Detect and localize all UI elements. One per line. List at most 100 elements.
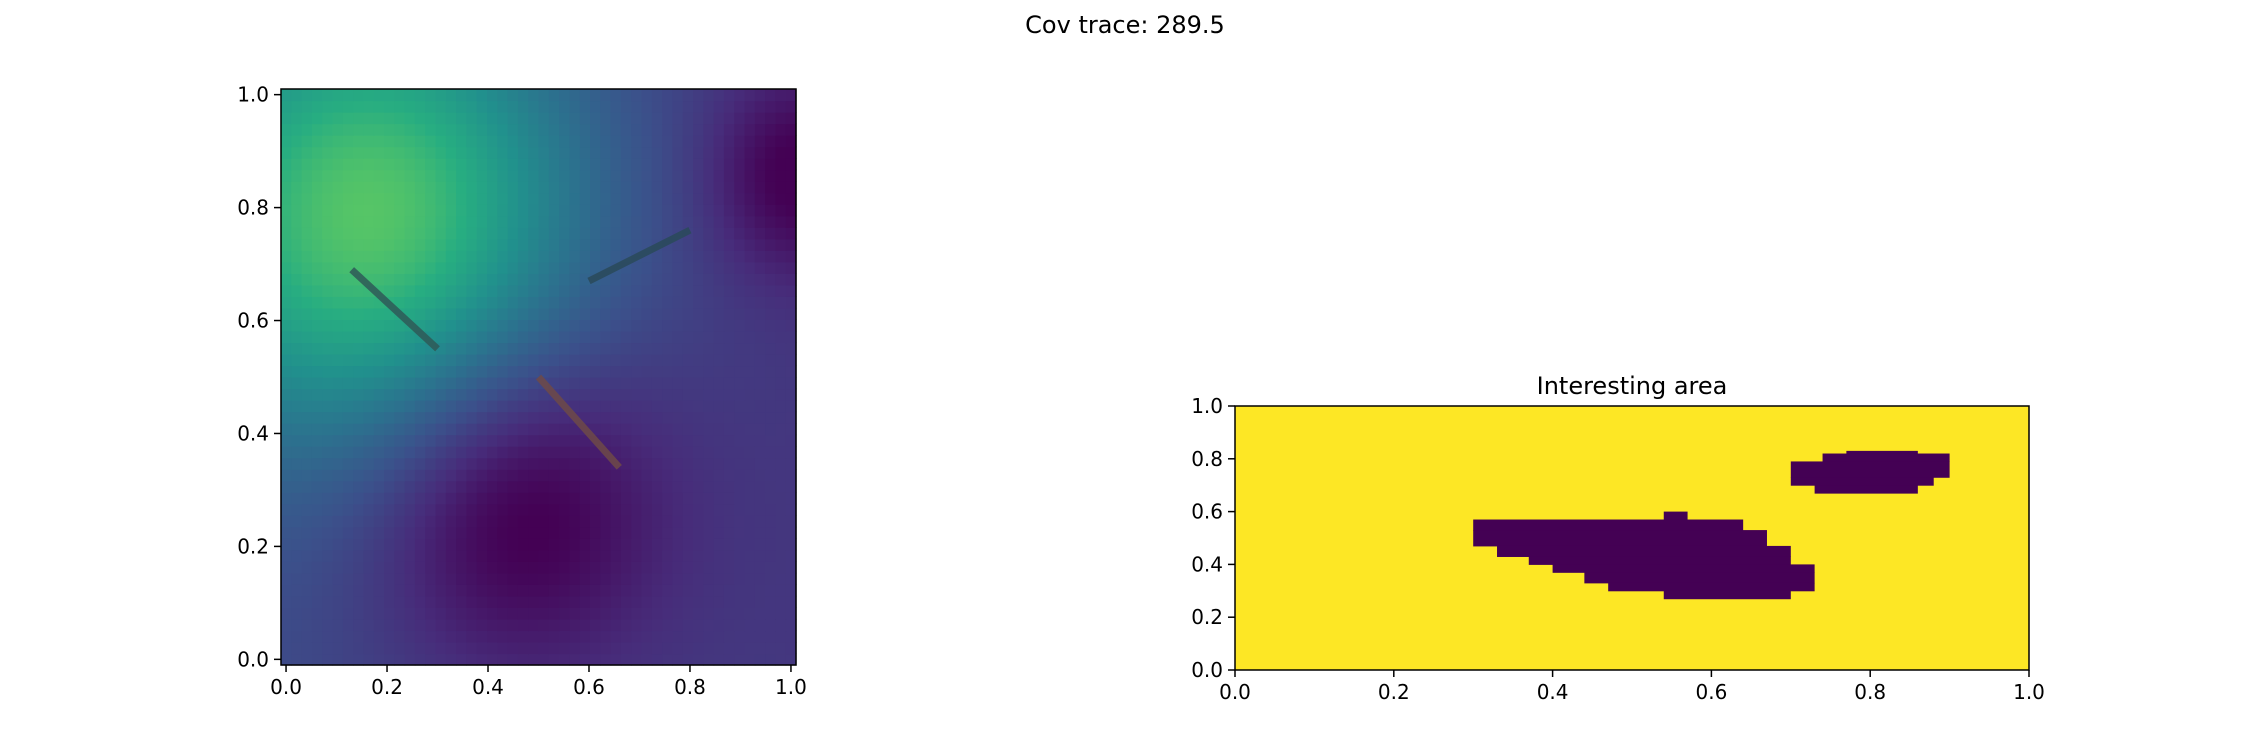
- heatmap-cell: [744, 480, 756, 493]
- heatmap-cell: [373, 641, 385, 655]
- heatmap-cell: [507, 503, 519, 516]
- heatmap-cell: [394, 273, 406, 286]
- heatmap-cell: [414, 423, 426, 436]
- heatmap-cell: [559, 538, 570, 551]
- heatmap-cell: [651, 446, 663, 459]
- heatmap-cell: [425, 169, 437, 182]
- heatmap-cell: [785, 135, 797, 148]
- heatmap-cell: [693, 526, 704, 539]
- heatmap-cell: [548, 457, 560, 470]
- heatmap-cell: [672, 653, 684, 666]
- heatmap-cell: [579, 181, 591, 194]
- heatmap-cell: [559, 434, 570, 447]
- heatmap-cell: [384, 365, 395, 378]
- heatmap-cell: [332, 169, 344, 182]
- heatmap-cell: [651, 561, 663, 574]
- heatmap-cell: [487, 561, 498, 574]
- heatmap-cell: [569, 526, 581, 539]
- heatmap-cell: [353, 503, 364, 516]
- heatmap-cell: [373, 169, 385, 182]
- heatmap-cell: [538, 169, 550, 182]
- heatmap-cell: [456, 181, 467, 194]
- heatmap-cell: [394, 400, 406, 413]
- heatmap-cell: [693, 284, 704, 297]
- heatmap-cell: [765, 400, 776, 413]
- heatmap-cell: [579, 169, 591, 182]
- heatmap-cell: [497, 411, 509, 424]
- heatmap-cell: [291, 653, 303, 666]
- heatmap-cell: [569, 480, 581, 493]
- heatmap-cell: [610, 538, 622, 551]
- heatmap-cell: [311, 480, 323, 493]
- heatmap-cell: [734, 457, 746, 470]
- heatmap-cell: [559, 515, 570, 528]
- heatmap-cell: [538, 273, 550, 286]
- heatmap-cell: [651, 503, 663, 516]
- heatmap-cell: [620, 123, 632, 136]
- heatmap-cell: [373, 342, 385, 355]
- heatmap-cell: [744, 319, 756, 332]
- heatmap-cell: [672, 169, 684, 182]
- heatmap-cell: [507, 469, 519, 482]
- heatmap-cell: [291, 641, 303, 655]
- heatmap-cell: [373, 192, 385, 205]
- heatmap-cell: [342, 192, 354, 205]
- heatmap-cell: [579, 653, 591, 666]
- heatmap-cell: [476, 653, 488, 666]
- heatmap-cell: [703, 319, 715, 332]
- heatmap-cell: [620, 181, 632, 194]
- y-tick-label: 0.6: [1191, 500, 1223, 524]
- heatmap-cell: [651, 284, 663, 297]
- heatmap-cell: [404, 561, 416, 574]
- heatmap-cell: [538, 365, 550, 378]
- heatmap-cell: [610, 89, 622, 102]
- heatmap-cell: [754, 457, 766, 470]
- heatmap-cell: [754, 653, 766, 666]
- heatmap-cell: [445, 630, 457, 643]
- heatmap-cell: [744, 561, 756, 574]
- heatmap-cell: [425, 100, 437, 113]
- heatmap-cell: [497, 330, 509, 344]
- heatmap-cell: [435, 377, 447, 390]
- heatmap-cell: [322, 353, 334, 367]
- heatmap-cell: [332, 641, 344, 655]
- heatmap-cell: [775, 423, 787, 436]
- heatmap-cell: [466, 434, 478, 447]
- heatmap-cell: [353, 123, 364, 136]
- heatmap-cell: [590, 561, 601, 574]
- heatmap-cell: [754, 561, 766, 574]
- heatmap-cell: [332, 434, 344, 447]
- heatmap-cell: [651, 492, 663, 505]
- heatmap-cell: [538, 584, 550, 597]
- heatmap-cell: [291, 561, 303, 574]
- heatmap-cell: [528, 135, 540, 148]
- heatmap-cell: [682, 284, 694, 297]
- heatmap-cell: [590, 215, 601, 228]
- heatmap-cell: [394, 457, 406, 470]
- heatmap-cell: [517, 123, 529, 136]
- heatmap-cell: [476, 457, 488, 470]
- heatmap-cell: [384, 515, 395, 528]
- heatmap-cell: [301, 330, 313, 344]
- heatmap-cell: [404, 158, 416, 171]
- heatmap-cell: [662, 618, 673, 632]
- heatmap-cell: [682, 503, 694, 516]
- heatmap-cell: [476, 618, 488, 632]
- heatmap-cell: [342, 330, 354, 344]
- heatmap-cell: [610, 158, 622, 171]
- heatmap-cell: [497, 112, 509, 125]
- heatmap-cell: [476, 319, 488, 332]
- heatmap-cell: [404, 515, 416, 528]
- heatmap-cell: [301, 446, 313, 459]
- heatmap-cell: [744, 261, 756, 274]
- heatmap-cell: [384, 146, 395, 159]
- heatmap-cell: [425, 250, 437, 263]
- heatmap-cell: [445, 169, 457, 182]
- heatmap-cell: [466, 469, 478, 482]
- heatmap-cell: [785, 227, 797, 240]
- heatmap-cell: [281, 365, 292, 378]
- heatmap-cell: [734, 169, 746, 182]
- heatmap-cell: [497, 365, 509, 378]
- heatmap-cell: [425, 284, 437, 297]
- heatmap-cell: [569, 123, 581, 136]
